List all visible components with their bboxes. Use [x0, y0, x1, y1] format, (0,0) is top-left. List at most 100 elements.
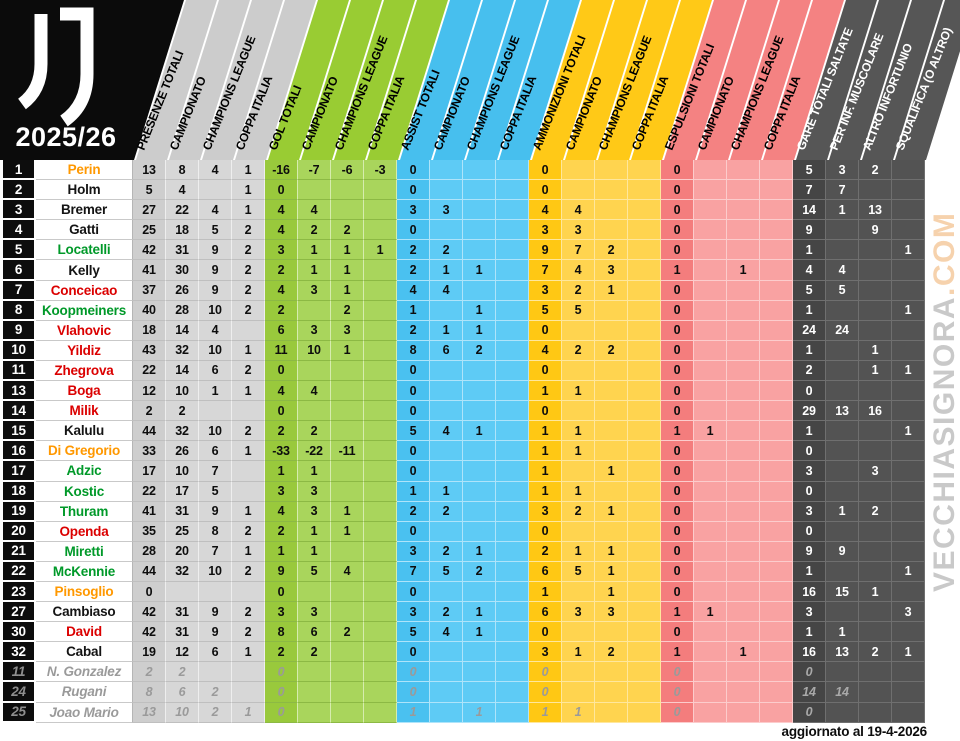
- stat-cell: 4: [397, 280, 430, 301]
- stat-cell: 41: [133, 260, 166, 281]
- stat-cell: [727, 561, 760, 582]
- table-row: 10 Yildiz 43 32 10 1 11 10 1 8 6 2 4 2 2 0 1 1: [0, 340, 927, 361]
- stat-cell: 0: [529, 401, 562, 422]
- stat-cell: 0: [397, 220, 430, 241]
- stat-cell: [331, 602, 364, 623]
- stat-cell: 1: [694, 421, 727, 442]
- stat-cell: [859, 481, 892, 502]
- stat-cell: 2: [166, 662, 199, 683]
- stat-cell: 4: [529, 200, 562, 221]
- stat-cell: 6: [430, 340, 463, 361]
- stat-cell: 0: [661, 160, 694, 181]
- stat-cell: [760, 220, 793, 241]
- stat-cell: 2: [331, 220, 364, 241]
- stat-cell: [760, 160, 793, 181]
- stat-cell: 1: [331, 240, 364, 261]
- stat-cell: 6: [529, 602, 562, 623]
- stat-cell: [463, 381, 496, 402]
- stat-cell: [463, 662, 496, 683]
- stat-cell: 3: [793, 602, 826, 623]
- stat-cell: [859, 521, 892, 542]
- stat-cell: [298, 300, 331, 321]
- stat-cell: 0: [529, 160, 562, 181]
- stat-cell: [496, 300, 529, 321]
- stat-cell: [331, 180, 364, 201]
- stat-cell: 4: [430, 421, 463, 442]
- stat-cell: [892, 581, 925, 603]
- stat-cell: 24: [793, 320, 826, 341]
- stat-cell: 5: [397, 622, 430, 643]
- table-row: 30 David 42 31 9 2 8 6 2 5 4 1 0 0 1 1: [0, 622, 927, 643]
- stat-cell: 3: [430, 200, 463, 221]
- stat-cell: 9: [859, 220, 892, 241]
- stat-cell: 1: [793, 421, 826, 442]
- stat-cell: 44: [133, 561, 166, 582]
- stat-cell: [430, 160, 463, 181]
- table-row: 32 Cabal 19 12 6 1 2 2 0 3 1 2 1 1 16 13 2 1: [0, 642, 927, 663]
- stat-cell: [694, 541, 727, 562]
- stat-cell: 0: [397, 461, 430, 482]
- stat-cell: [232, 320, 265, 341]
- stat-cell: [298, 401, 331, 422]
- stat-cell: [892, 461, 925, 482]
- rank-cell: 24: [3, 682, 36, 703]
- stat-cell: [496, 280, 529, 301]
- stat-cell: [628, 561, 661, 582]
- stat-cell: [331, 541, 364, 562]
- stat-cell: 0: [793, 662, 826, 683]
- header-band-espulsioni: [763, 0, 844, 160]
- stat-cell: 1: [331, 501, 364, 522]
- stat-cell: [496, 401, 529, 422]
- stat-cell: 2: [298, 220, 331, 241]
- player-name: Joao Mario: [36, 702, 133, 723]
- stat-cell: 4: [529, 340, 562, 361]
- stat-cell: 32: [166, 561, 199, 582]
- stat-cell: 1: [529, 381, 562, 402]
- stat-cell: 2: [562, 280, 595, 301]
- stat-cell: 2: [397, 260, 430, 281]
- stat-cell: -3: [364, 160, 397, 181]
- stat-cell: [298, 662, 331, 683]
- rank-cell: 10: [3, 340, 36, 361]
- stat-cell: 4: [331, 561, 364, 582]
- table-row: 4 Gatti 25 18 5 2 4 2 2 0 3 3 0 9 9: [0, 220, 927, 241]
- stat-cell: 0: [661, 581, 694, 603]
- table-row: 11 Zhegrova 22 14 6 2 0 0 0 0 2 1 1: [0, 360, 927, 382]
- stat-cell: [694, 360, 727, 382]
- stat-cell: 15: [826, 581, 859, 603]
- stat-cell: [892, 160, 925, 181]
- stat-cell: [760, 401, 793, 422]
- stat-cell: [892, 441, 925, 462]
- stat-cell: -16: [265, 160, 298, 181]
- stat-cell: 0: [661, 501, 694, 522]
- stat-cell: [892, 481, 925, 502]
- stat-cell: [463, 180, 496, 201]
- stat-cell: 0: [661, 220, 694, 241]
- stat-cell: 1: [298, 541, 331, 562]
- stat-cell: 1: [463, 320, 496, 341]
- stat-cell: 30: [166, 260, 199, 281]
- stat-cell: [595, 381, 628, 402]
- stat-cell: 3: [331, 320, 364, 341]
- rank-cell: 21: [3, 541, 36, 562]
- table-row: 20 Openda 35 25 8 2 2 1 1 0 0 0 0: [0, 521, 927, 542]
- stat-cell: [595, 662, 628, 683]
- table-row: 16 Di Gregorio 33 26 6 1 -33 -22 -11 0 1 1 0 0: [0, 441, 927, 462]
- stat-cell: [364, 441, 397, 462]
- stat-cell: [463, 521, 496, 542]
- stat-cell: [430, 441, 463, 462]
- stat-cell: 1: [397, 481, 430, 502]
- watermark-main: VECCHIASIGNORA: [928, 295, 960, 592]
- header-band-presenze: [235, 0, 316, 160]
- stat-cell: [430, 300, 463, 321]
- stat-cell: 0: [265, 702, 298, 723]
- stat-cell: [430, 521, 463, 542]
- stat-cell: [760, 581, 793, 603]
- stat-cell: [760, 682, 793, 703]
- stat-cell: 3: [265, 481, 298, 502]
- stat-cell: 41: [133, 501, 166, 522]
- stat-cell: [760, 561, 793, 582]
- stat-cell: 0: [133, 581, 166, 603]
- stat-cell: 5: [430, 561, 463, 582]
- header-band-ammonizioni: [598, 0, 679, 160]
